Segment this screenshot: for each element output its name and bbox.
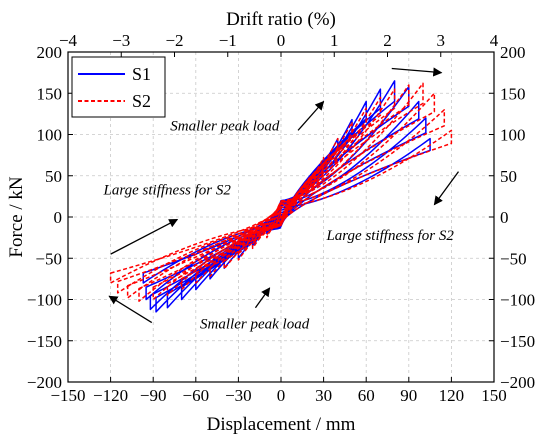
annotation-text: Smaller peak load (170, 118, 280, 134)
x2-axis-title: Drift ratio (%) (226, 9, 336, 30)
x-tick-label: 120 (439, 386, 465, 405)
annotations: Smaller peak load Large stiffness for S2 L… (103, 118, 455, 332)
x2-tick-label: 4 (490, 31, 499, 50)
x-axis-title: Displacement / mm (207, 414, 356, 435)
y2-tick-label: 0 (500, 208, 509, 227)
hysteresis-loop-s2 (180, 96, 382, 291)
x2-tick-label: 1 (330, 31, 339, 50)
y2-tick-label: −50 (500, 249, 527, 268)
y-tick-label: 0 (54, 208, 63, 227)
y2-tick-label: 50 (500, 167, 517, 186)
x2-tick-label: −2 (165, 31, 183, 50)
hysteresis-loop-s2 (251, 176, 311, 250)
annotation-arrows (108, 67, 460, 324)
legend-box (71, 56, 166, 118)
hysteresis-loop-s2 (126, 92, 436, 299)
y2-tick-label: −150 (500, 332, 535, 351)
y2-tick-label: 200 (500, 43, 526, 62)
annotation-arrow (297, 100, 325, 131)
annotation-text: Smaller peak load (200, 316, 310, 332)
x-tick-label: −90 (140, 386, 167, 405)
hysteresis-loop-s2 (209, 121, 353, 278)
annotation-text: Large stiffness for S2 (103, 183, 232, 199)
annotation-arrow (108, 295, 153, 324)
y-tick-label: −150 (27, 332, 62, 351)
x2-tick-label: 0 (277, 31, 286, 50)
hysteresis-loop-s2 (116, 109, 446, 294)
x-tick-label: 150 (481, 386, 507, 405)
axis-ticks: −150 −120 −90 −60 −30 0 30 60 90 120 150−4 −3 −2 −1 0 1… (27, 31, 535, 405)
legend-label-s1: S1 (132, 64, 151, 84)
y2-tick-label: −200 (500, 373, 535, 392)
legend: S1 S2 (71, 56, 166, 118)
series-layer (109, 80, 453, 313)
y-tick-label: 200 (37, 43, 63, 62)
x2-tick-label: −1 (219, 31, 237, 50)
annotation-arrow (391, 67, 443, 77)
x2-tick-label: −3 (112, 31, 130, 50)
legend-label-s2: S2 (132, 91, 151, 111)
x-tick-label: 30 (315, 386, 332, 405)
x-tick-label: 90 (400, 386, 417, 405)
y-tick-label: 50 (45, 167, 62, 186)
x-tick-label: −150 (50, 386, 85, 405)
y-tick-label: −200 (27, 373, 62, 392)
y2-tick-label: −100 (500, 291, 535, 310)
x-tick-label: −30 (225, 386, 252, 405)
x-tick-label: 0 (277, 386, 286, 405)
hysteresis-loop-s2 (109, 129, 453, 284)
x-tick-label: −60 (183, 386, 210, 405)
annotation-arrow (433, 171, 460, 206)
hysteresis-loop-s2 (138, 82, 424, 302)
x2-tick-label: −4 (59, 31, 78, 50)
series-s2 (109, 82, 453, 302)
y2-tick-label: 150 (500, 84, 526, 103)
annotation-arrow (110, 218, 179, 255)
annotation-arrow (254, 287, 271, 309)
y-tick-label: −100 (27, 291, 62, 310)
y2-tick-label: 100 (500, 126, 526, 145)
y-axis-title: Force / kN (6, 176, 27, 258)
y-tick-label: −50 (35, 249, 62, 268)
x-tick-label: −120 (93, 386, 128, 405)
x2-tick-label: 2 (383, 31, 392, 50)
x-tick-label: 60 (358, 386, 375, 405)
y-tick-label: 100 (37, 126, 63, 145)
y-tick-label: 150 (37, 84, 63, 103)
x2-tick-label: 3 (437, 31, 446, 50)
annotation-text: Large stiffness for S2 (325, 228, 454, 244)
